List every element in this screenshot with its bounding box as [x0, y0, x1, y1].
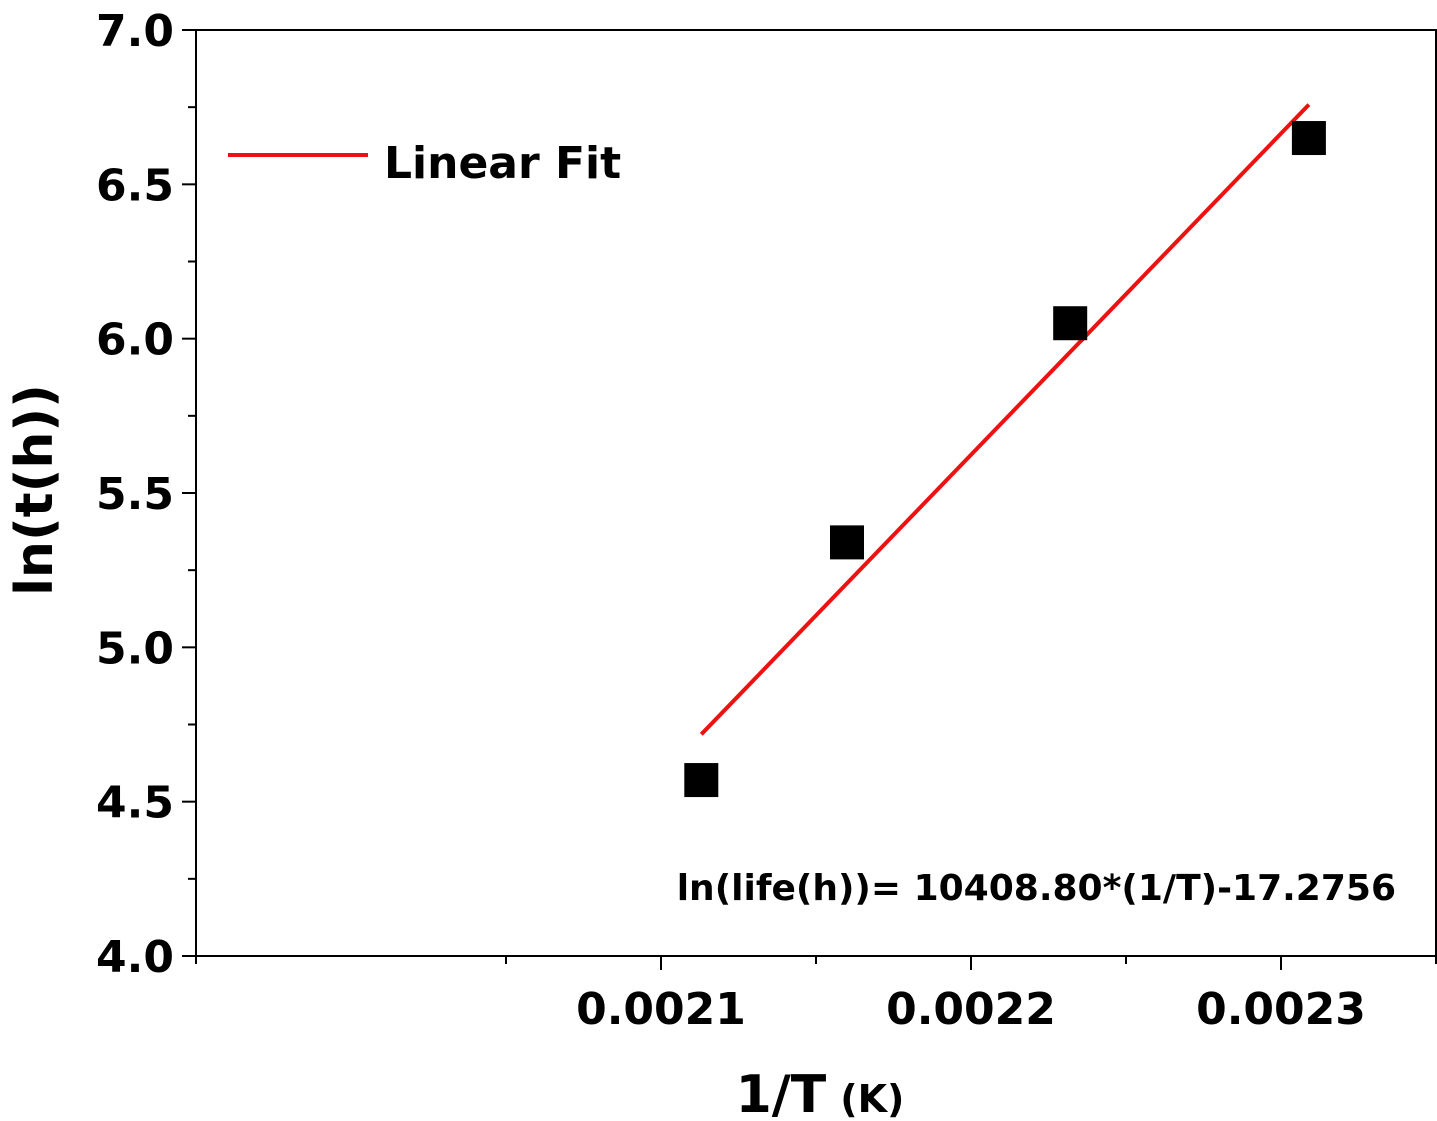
y-tick-label: 7.0: [96, 6, 174, 57]
linear-fit-line: [699, 103, 1311, 736]
data-points: [684, 121, 1326, 798]
x-tick-label: 0.0021: [576, 984, 746, 1035]
fit-equation: ln(life(h))= 10408.80*(1/T)-17.2756: [677, 868, 1396, 909]
y-axis-title: ln(t(h)): [5, 384, 65, 596]
y-tick-label: 5.5: [96, 469, 174, 520]
x-axis-ticks: 0.0021 0.0022 0.0023: [195, 956, 1437, 1035]
data-point: [830, 525, 864, 560]
x-tick-label: 0.0022: [886, 984, 1056, 1035]
y-tick-label: 4.0: [96, 932, 174, 983]
y-tick-label: 6.0: [96, 315, 174, 366]
data-point: [1291, 121, 1326, 156]
fit-layer: [699, 103, 1311, 736]
x-tick-label: 0.0023: [1196, 984, 1366, 1035]
y-tick-label: 4.5: [96, 778, 174, 829]
data-point: [1053, 306, 1088, 341]
plot-frame: [195, 29, 1437, 957]
legend-label: Linear Fit: [384, 138, 621, 189]
legend: Linear Fit: [228, 138, 621, 189]
data-point: [684, 763, 719, 798]
plot-border: [195, 29, 1437, 957]
y-tick-label: 5.0: [96, 623, 174, 674]
y-axis-ticks: 4.0 4.5 5.0 5.5 6.0 6.5 7.0: [96, 6, 196, 983]
x-axis-title-unit: (K): [840, 1077, 904, 1121]
y-tick-label: 6.5: [96, 160, 174, 211]
x-axis-title: 1/T (K): [736, 1065, 905, 1121]
x-axis-title-main: 1/T: [736, 1065, 827, 1121]
